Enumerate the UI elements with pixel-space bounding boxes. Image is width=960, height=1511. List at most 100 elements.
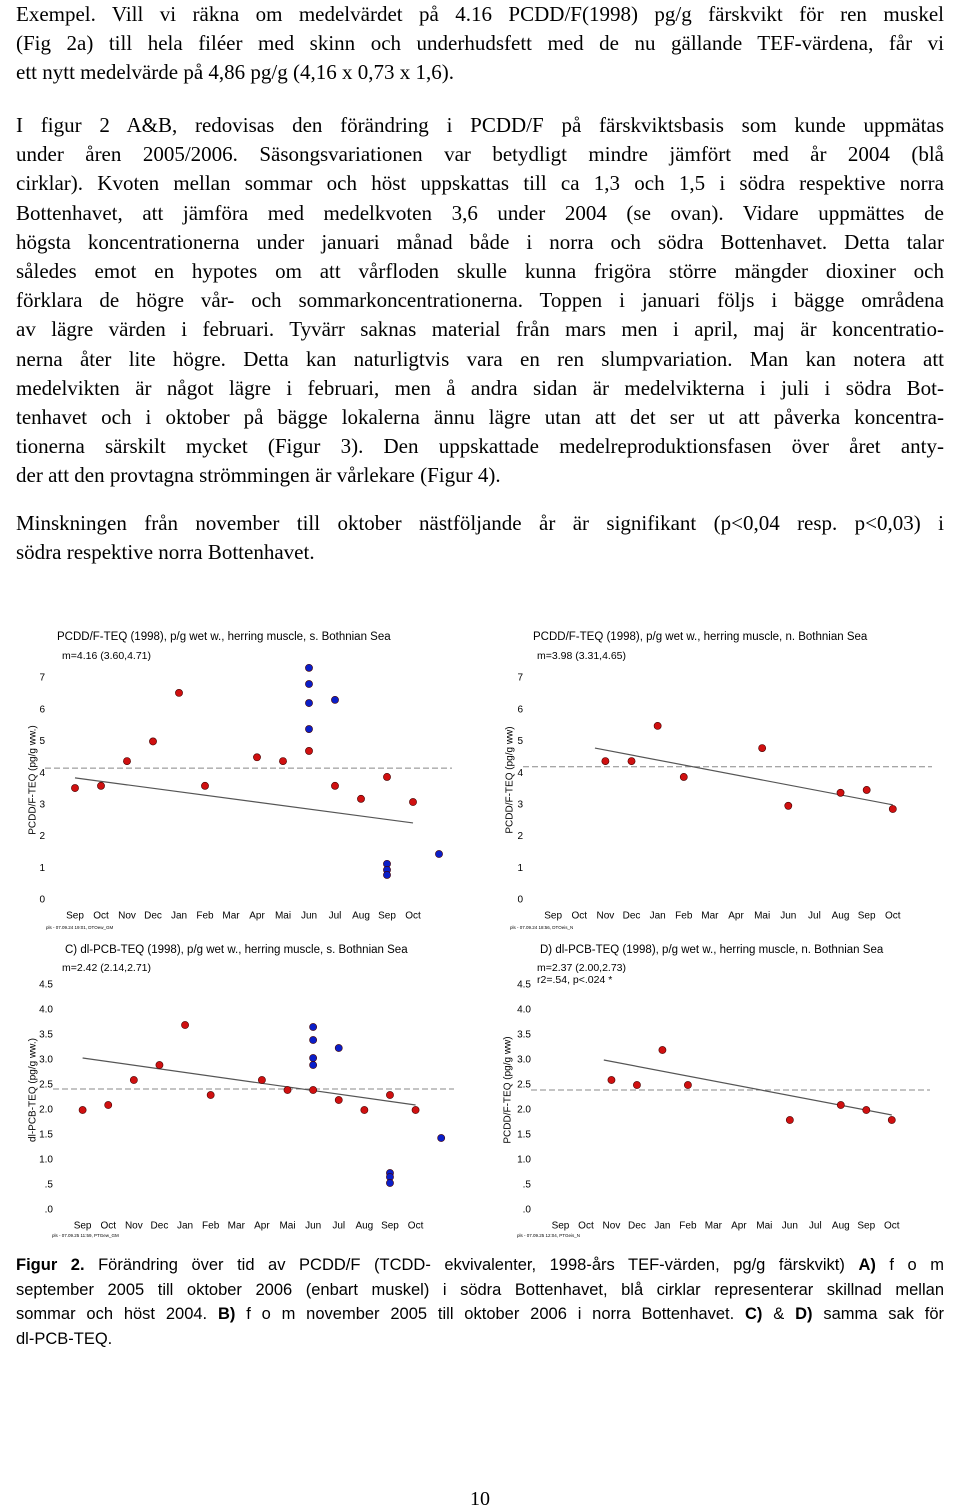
caption-line: dl-PCB-TEQ.: [16, 1327, 944, 1351]
x-tick-label: Nov: [125, 1221, 143, 1232]
x-tick-label: Oct: [93, 911, 109, 922]
data-point: [305, 699, 313, 707]
footer-stamp: pls - 07.09.25 11:59, PTGew_GM: [52, 1233, 119, 1238]
text-line: cirklar). Kvoten mellan sommar och höst …: [16, 171, 944, 196]
data-point: [129, 1076, 138, 1084]
text-line: I figur 2 A&B, redovisas den förändring …: [16, 113, 944, 137]
x-tick-label: Jan: [650, 911, 666, 922]
x-tick-label: Sep: [857, 1221, 875, 1232]
trend-line: [594, 747, 893, 806]
data-point: [684, 1081, 692, 1089]
x-tick-label: Oct: [408, 1221, 424, 1232]
y-tick-label: .0: [523, 1205, 532, 1216]
x-tick-label: Nov: [596, 911, 614, 922]
x-tick-label: Dec: [151, 1221, 169, 1232]
y-axis-label: dl-PCB-TEQ (pg/g ww.): [28, 1038, 39, 1142]
data-point: [305, 680, 313, 688]
text-line: således emot en hypotes om att vårfloden…: [16, 259, 944, 283]
x-tick-label: Oct: [405, 911, 421, 922]
data-point: [258, 1076, 266, 1084]
x-tick-label: Jul: [808, 911, 821, 922]
x-tick-label: Jan: [171, 911, 187, 922]
y-tick-label: 3.0: [517, 1055, 531, 1066]
caption-run: dl-PCB-TEQ.: [16, 1329, 113, 1348]
page-number: 10: [470, 1488, 490, 1510]
x-tick-label: Sep: [381, 1221, 399, 1232]
x-tick-label: Nov: [603, 1221, 621, 1232]
x-tick-label: Feb: [196, 911, 214, 922]
y-tick-label: 2: [517, 831, 523, 842]
text-line: av lägre värden i februari. Tyvärr sakna…: [16, 317, 944, 342]
caption-run: samma sak för: [812, 1305, 944, 1324]
x-tick-label: Dec: [144, 911, 162, 922]
annotation: m=2.42 (2.14,2.71): [62, 962, 151, 974]
data-point: [305, 663, 313, 672]
data-point: [78, 1106, 87, 1114]
y-tick-label: 2.5: [517, 1080, 531, 1091]
caption-run: f o m: [875, 1256, 945, 1274]
data-point: [386, 1091, 394, 1099]
data-point: [887, 1116, 896, 1124]
y-tick-label: 5: [39, 736, 45, 747]
data-point: [836, 1101, 845, 1109]
data-point: [836, 788, 845, 797]
data-point: [411, 1106, 420, 1114]
y-tick-label: 1.0: [517, 1155, 531, 1166]
data-point: [123, 757, 131, 765]
x-tick-label: Oct: [100, 1221, 116, 1232]
y-tick-label: .0: [45, 1205, 54, 1216]
caption-run: sommar och höst 2004.: [16, 1305, 218, 1324]
y-axis-label: PCDD/F-TEQ (pg/g ww): [505, 726, 516, 833]
data-point: [784, 801, 793, 810]
data-point: [679, 773, 688, 781]
data-point: [601, 757, 610, 765]
data-point: [862, 1106, 871, 1114]
caption-run: B): [217, 1305, 236, 1324]
x-tick-label: Jun: [301, 911, 317, 922]
y-axis-label: PCDD/F-TEQ (pg/g ww): [503, 1036, 514, 1143]
chart-title: PCDD/F-TEQ (1998), p/g wet w., herring m…: [533, 631, 868, 643]
text-line: ett nytt medelvärde på 4,86 pg/g (4,16 x…: [16, 60, 454, 85]
x-tick-label: Jul: [332, 1221, 345, 1232]
x-tick-label: Sep: [66, 911, 84, 922]
text-line: södra respektive norra Bottenhavet.: [16, 540, 315, 565]
chart-title: D) dl-PCB-TEQ (1998), p/g wet w., herrin…: [540, 944, 884, 956]
data-point: [206, 1091, 215, 1099]
data-point: [283, 1086, 292, 1094]
text-line: Minskningen från november till oktober n…: [16, 511, 944, 535]
data-point: [334, 1044, 343, 1052]
data-point: [386, 1179, 394, 1187]
annotation: r2=.54, p<.024 *: [537, 974, 612, 986]
data-point: [409, 798, 417, 806]
data-point: [627, 757, 636, 765]
y-tick-label: 4.0: [517, 1005, 531, 1016]
x-tick-label: Sep: [74, 1221, 92, 1232]
data-point: [435, 850, 443, 858]
data-point: [155, 1061, 164, 1069]
y-tick-label: 2: [39, 831, 45, 842]
text-line: högsta koncentrationerna under januari m…: [16, 229, 944, 254]
chart-title: PCDD/F-TEQ (1998), p/g wet w., herring m…: [57, 631, 391, 643]
text-line: Bottenhavet, att jämföra med medelkvoten…: [16, 200, 944, 225]
x-tick-label: Aug: [355, 1221, 373, 1232]
y-tick-label: 3.0: [39, 1055, 53, 1066]
data-point: [71, 784, 79, 792]
x-tick-label: Sep: [544, 911, 562, 922]
x-tick-label: Jun: [780, 911, 796, 922]
text-line: Exempel. Vill vi räkna om medelvärdet på…: [16, 2, 944, 26]
y-tick-label: 7: [39, 673, 45, 684]
data-point: [181, 1021, 189, 1029]
x-tick-label: Mai: [275, 911, 291, 922]
x-tick-label: Mai: [756, 1221, 772, 1232]
x-tick-label: Jun: [782, 1221, 798, 1232]
data-point: [334, 1096, 343, 1104]
data-point: [888, 805, 897, 813]
data-point: [309, 1036, 318, 1044]
x-tick-label: Apr: [728, 911, 744, 922]
y-tick-label: 1: [517, 863, 523, 874]
text-line: (Fig 2a) till hela filéer med skinn och …: [16, 31, 944, 56]
y-tick-label: 4: [39, 768, 45, 779]
x-tick-label: Mar: [222, 911, 240, 922]
